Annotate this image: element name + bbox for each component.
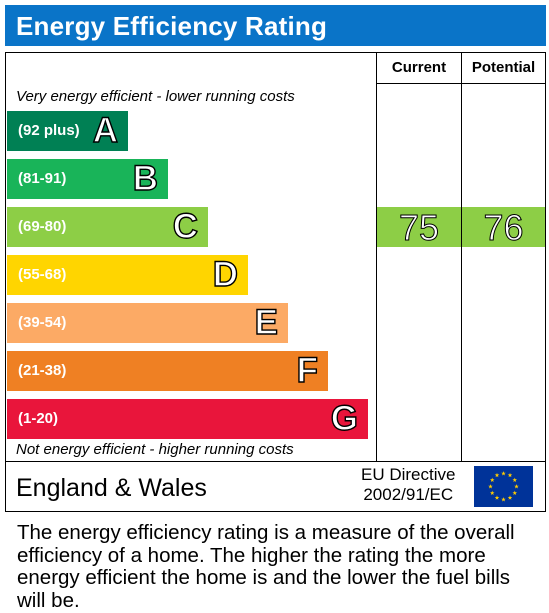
band-letter: B xyxy=(132,158,159,198)
band-letter: A xyxy=(92,110,119,150)
band-range-label: (55-68) xyxy=(18,266,67,283)
current-rating-marker: 75 xyxy=(377,207,461,249)
flag-star xyxy=(494,495,500,500)
header-bar: Energy Efficiency Rating xyxy=(5,5,546,46)
band-letter: F xyxy=(296,350,319,390)
flag-star xyxy=(494,472,500,478)
footnote-text: The energy efficiency rating is a measur… xyxy=(17,521,515,612)
caption-top: Very energy efficient - lower running co… xyxy=(16,88,295,105)
region-label: England & Wales xyxy=(16,474,207,502)
band-c: (69-80) C xyxy=(7,206,208,247)
caption-bottom: Not energy efficient - higher running co… xyxy=(16,441,294,458)
band-d: (55-68) D xyxy=(7,254,248,295)
flag-star xyxy=(501,497,506,502)
band-range-label: (81-91) xyxy=(18,170,67,187)
flag-star xyxy=(489,490,495,495)
band-g: (1-20) G xyxy=(7,398,368,439)
flag-star xyxy=(512,490,518,495)
divider-current xyxy=(376,53,377,461)
eu-directive: EU Directive 2002/91/EC xyxy=(361,465,455,505)
flag-star xyxy=(488,484,493,489)
divider-potential xyxy=(461,53,462,461)
band-range-label: (69-80) xyxy=(18,218,67,235)
header-underline xyxy=(376,83,545,84)
directive-line-2: 2002/91/EC xyxy=(363,485,454,504)
current-column-header: Current xyxy=(391,59,447,76)
rating-chart: Current Potential Very energy efficient … xyxy=(5,52,546,512)
flag-star xyxy=(514,484,519,489)
footer-divider xyxy=(6,461,545,462)
band-letter: E xyxy=(254,302,279,342)
flag-star xyxy=(501,471,506,476)
band-range-label: (39-54) xyxy=(18,314,67,331)
potential-rating-marker: 76 xyxy=(462,207,545,249)
band-b: (81-91) B xyxy=(7,158,168,199)
potential-rating-value: 76 xyxy=(483,207,524,249)
band-letter: C xyxy=(172,206,199,246)
flag-star xyxy=(507,472,513,478)
flag-star xyxy=(489,477,495,482)
eu-flag-icon xyxy=(474,466,533,507)
page-title: Energy Efficiency Rating xyxy=(16,11,328,41)
band-letter: G xyxy=(330,398,359,438)
band-f: (21-38) F xyxy=(7,350,328,391)
band-letter: D xyxy=(212,254,239,294)
directive-line-1: EU Directive xyxy=(361,465,456,484)
band-range-label: (92 plus) xyxy=(18,122,80,139)
band-e: (39-54) E xyxy=(7,302,288,343)
band-range-label: (1-20) xyxy=(18,410,59,427)
band-range-label: (21-38) xyxy=(18,362,67,379)
flag-star xyxy=(507,495,513,500)
flag-star xyxy=(512,477,518,482)
potential-column-header: Potential xyxy=(471,59,536,76)
current-rating-value: 75 xyxy=(398,207,440,249)
band-a: (92 plus) A xyxy=(7,110,128,151)
